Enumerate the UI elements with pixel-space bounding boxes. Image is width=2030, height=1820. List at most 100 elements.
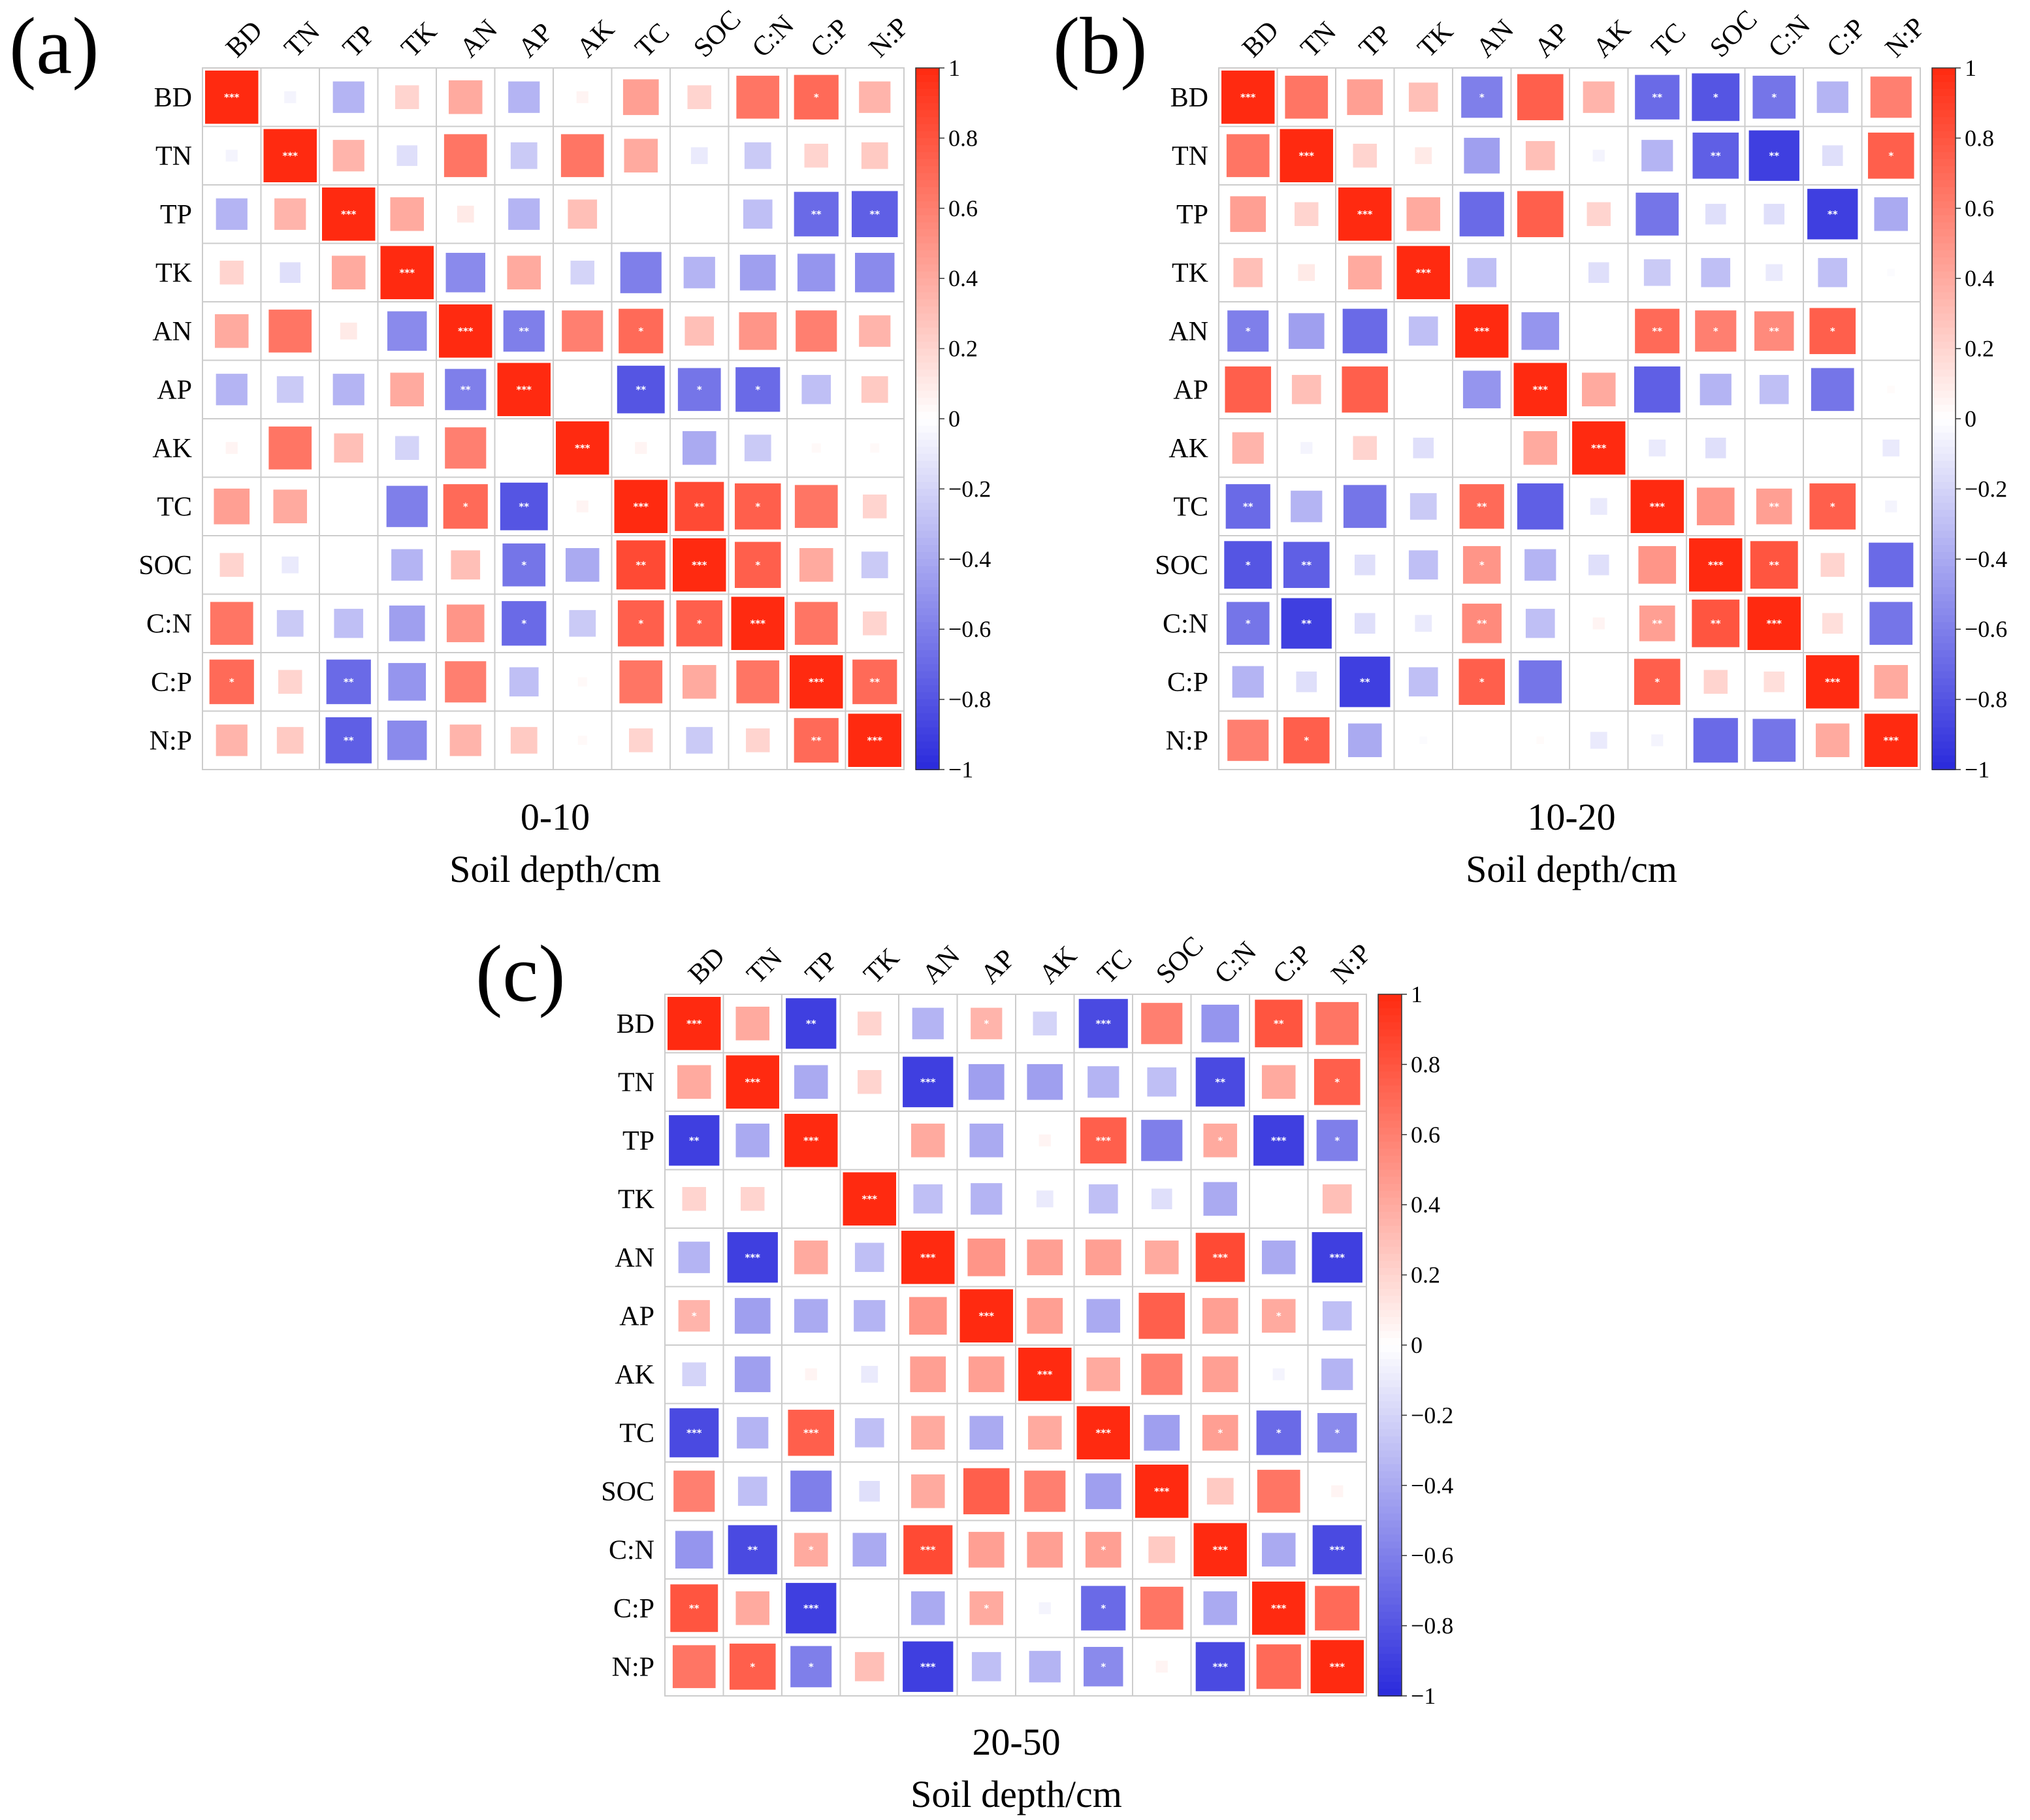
colorbar-segment xyxy=(1932,601,1956,609)
colorbar-segment xyxy=(916,327,939,336)
significance-TC-AP: ** xyxy=(519,500,529,512)
colorbar-segment xyxy=(916,131,939,139)
colorbar-segment xyxy=(1932,243,1956,252)
cell-C:P-SOC xyxy=(1703,670,1728,694)
colorbar-segment xyxy=(1932,103,1956,111)
cell-TC-AK xyxy=(1590,498,1607,515)
colorbar-segment xyxy=(1932,412,1956,419)
cell-TN-AK xyxy=(1592,150,1605,162)
colorbar-segment xyxy=(1932,257,1956,265)
cell-AK-TK xyxy=(861,1365,878,1383)
cell-TK-AK xyxy=(570,261,594,285)
colorbar-segment xyxy=(1378,1534,1402,1542)
colorbar-segment xyxy=(916,222,939,231)
cell-C:N-TC xyxy=(1639,605,1675,642)
cell-N:P-TC xyxy=(1084,1647,1123,1687)
significance-TP-N:P: ** xyxy=(869,208,880,220)
cell-C:N-TN xyxy=(276,609,304,637)
column-label-TK: TK xyxy=(396,16,443,63)
colorbar-segment xyxy=(1378,1156,1402,1163)
cell-TC-AK xyxy=(576,500,588,513)
cell-AP-BD xyxy=(678,1300,710,1332)
colorbar-segment xyxy=(916,432,939,441)
colorbar-segment xyxy=(1932,369,1956,378)
colorbar-segment xyxy=(1932,650,1956,658)
cell-N:P-AK xyxy=(1029,1651,1061,1683)
significance-BD-TC: ** xyxy=(1652,91,1662,103)
colorbar-segment xyxy=(1932,720,1956,728)
significance-TC-C:P: * xyxy=(1830,500,1835,512)
colorbar-segment xyxy=(916,453,939,462)
cell-TN-C:P xyxy=(804,144,828,168)
cell-TK-BD xyxy=(682,1187,706,1211)
colorbar-segment xyxy=(1378,1177,1402,1184)
significance-BD-SOC: * xyxy=(1713,91,1718,103)
colorbar-tick-label: −0.6 xyxy=(948,616,991,642)
colorbar-tick-label: 0.4 xyxy=(1411,1192,1440,1218)
colorbar-segment xyxy=(1932,517,1956,525)
cell-AP-TN xyxy=(1291,374,1321,404)
colorbar-segment xyxy=(1932,138,1956,146)
cell-TN-TP xyxy=(1353,144,1377,168)
cell-C:N-BD xyxy=(675,1531,713,1569)
cell-AN-N:P xyxy=(859,315,891,347)
cell-N:P-SOC xyxy=(686,726,713,754)
colorbar-segment xyxy=(916,74,939,83)
colorbar-segment xyxy=(1932,741,1956,749)
colorbar-segment xyxy=(916,502,939,511)
cell-BD-C:N xyxy=(1752,75,1796,119)
colorbar-segment xyxy=(1932,453,1956,462)
column-label-C:P: C:P xyxy=(1267,939,1317,990)
colorbar-segment xyxy=(1378,1295,1402,1304)
significance-TC-BD: *** xyxy=(686,1427,702,1438)
colorbar-segment xyxy=(1378,994,1402,1002)
cell-TP-TK xyxy=(1406,197,1441,231)
cell-AK-SOC xyxy=(682,431,717,465)
significance-TC-TC: *** xyxy=(1095,1427,1111,1438)
cell-TP-C:N xyxy=(1764,203,1785,225)
cell-SOC-AK xyxy=(1588,554,1609,576)
cell-C:N-C:P xyxy=(1822,613,1843,634)
cell-SOC-TK xyxy=(391,549,423,581)
colorbar-segment xyxy=(1378,1576,1402,1585)
cell-TP-N:P xyxy=(1874,197,1909,231)
cell-BD-N:P xyxy=(859,81,891,113)
column-label-TP: TP xyxy=(1353,20,1397,63)
colorbar-segment xyxy=(916,82,939,90)
cell-SOC-AK xyxy=(1024,1471,1066,1512)
cell-TN-TC xyxy=(1641,140,1673,172)
cell-TP-AP xyxy=(1517,191,1564,238)
cell-AK-TP xyxy=(805,1368,817,1380)
cell-N:P-N:P xyxy=(848,713,901,767)
colorbar-segment xyxy=(1932,559,1956,567)
cell-C:N-C:P xyxy=(794,602,838,645)
column-label-TC: TC xyxy=(630,18,675,63)
cell-AP-AK xyxy=(1581,372,1616,407)
colorbar-segment xyxy=(1932,285,1956,293)
cell-TK-BD xyxy=(1233,257,1263,287)
cell-TP-TC xyxy=(1635,192,1679,236)
significance-SOC-TC: ** xyxy=(636,559,646,571)
cell-N:P-AK xyxy=(1590,732,1607,749)
cell-TC-C:N xyxy=(1202,1414,1238,1451)
significance-TC-C:N: * xyxy=(755,500,760,512)
cell-N:P-AP xyxy=(1536,736,1545,745)
colorbar-segment xyxy=(916,699,939,707)
colorbar-segment xyxy=(1932,594,1956,602)
colorbar-segment xyxy=(1378,1071,1402,1079)
colorbar-segment xyxy=(1378,1197,1402,1206)
cell-C:N-AP xyxy=(1525,608,1555,638)
colorbar-segment xyxy=(1378,1422,1402,1430)
cell-AP-AN xyxy=(909,1297,947,1335)
significance-AN-TC: * xyxy=(638,325,643,337)
cell-AN-BD xyxy=(1227,310,1269,352)
cell-TK-C:P xyxy=(797,253,835,292)
panel-a-cells: *** ******* ** ******** ** *** *** ** * ***** ** **… xyxy=(205,71,901,767)
significance-TN-SOC: ** xyxy=(1711,150,1721,161)
colorbar-segment xyxy=(1378,1520,1402,1529)
cell-TK-AN xyxy=(1467,257,1497,287)
cell-N:P-TP xyxy=(790,1646,832,1687)
significance-BD-C:N: * xyxy=(1771,91,1777,103)
colorbar-segment xyxy=(916,383,939,392)
colorbar-segment xyxy=(1378,1148,1402,1157)
